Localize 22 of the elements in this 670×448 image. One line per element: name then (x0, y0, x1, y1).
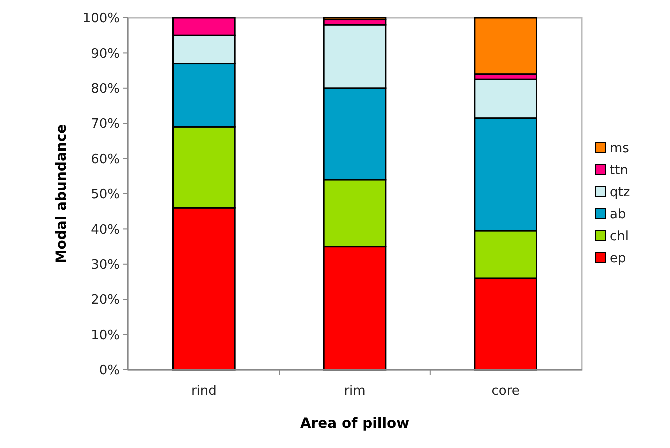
y-tick-label: 20% (91, 293, 120, 308)
legend-label: qtz (610, 186, 630, 201)
y-tick-label: 10% (91, 328, 120, 344)
x-tick-label: rind (191, 384, 217, 399)
legend-label: ep (610, 252, 626, 267)
y-tick-label: 40% (91, 222, 120, 238)
y-axis-title: Modal abundance (54, 124, 70, 264)
y-tick-label: 50% (91, 188, 120, 203)
y-tick-label: 90% (91, 46, 120, 62)
y-tick-label: 60% (91, 152, 120, 168)
y-tick-label: 70% (91, 117, 120, 132)
x-tick-label: rim (344, 384, 366, 399)
legend-label: ab (610, 208, 626, 223)
y-tick-label: 0% (99, 364, 120, 379)
y-tick-label: 30% (91, 258, 120, 273)
legend-label: chl (610, 230, 629, 245)
legend-label: ms (610, 142, 630, 157)
y-tick-label: 100% (82, 12, 120, 27)
x-tick-label: core (492, 384, 520, 399)
x-axis-title: Area of pillow (300, 416, 410, 432)
legend-label: ttn (610, 164, 628, 179)
y-tick-label: 80% (91, 82, 120, 97)
